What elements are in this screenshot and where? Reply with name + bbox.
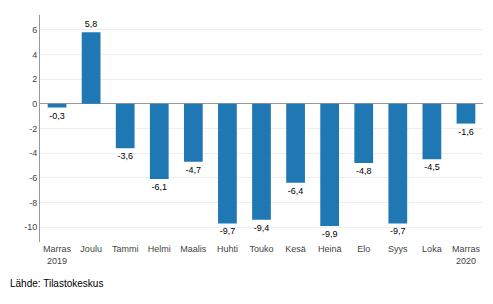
svg-text:Huhti: Huhti (217, 244, 238, 254)
svg-text:-10: -10 (24, 222, 37, 232)
svg-text:-6,4: -6,4 (288, 186, 304, 196)
svg-text:-4,5: -4,5 (424, 162, 440, 172)
svg-text:2: 2 (32, 74, 37, 84)
svg-text:-6,1: -6,1 (152, 182, 168, 192)
svg-text:-8: -8 (29, 198, 37, 208)
svg-text:Elo: Elo (357, 244, 370, 254)
svg-text:-4,8: -4,8 (356, 166, 372, 176)
svg-text:-9,7: -9,7 (220, 226, 236, 236)
svg-text:-6: -6 (29, 173, 37, 183)
svg-text:Loka: Loka (422, 244, 442, 254)
svg-text:6: 6 (32, 25, 37, 35)
svg-text:Touko: Touko (249, 244, 273, 254)
svg-text:-4: -4 (29, 148, 37, 158)
svg-text:Lähde: Tilastokeskus: Lähde: Tilastokeskus (10, 278, 103, 289)
svg-text:Marras2019: Marras2019 (43, 244, 72, 266)
svg-text:Syys: Syys (388, 244, 408, 254)
svg-text:Kesä: Kesä (285, 244, 306, 254)
svg-text:Helmi: Helmi (148, 244, 171, 254)
svg-text:-9,9: -9,9 (322, 229, 338, 239)
svg-text:-4,7: -4,7 (186, 165, 202, 175)
svg-text:Maalis: Maalis (180, 244, 207, 254)
svg-text:Joulu: Joulu (80, 244, 102, 254)
svg-text:-0,3: -0,3 (49, 111, 65, 121)
svg-text:5,8: 5,8 (85, 19, 98, 29)
svg-text:-9,4: -9,4 (254, 223, 270, 233)
svg-text:Marras2020: Marras2020 (452, 244, 481, 266)
svg-text:-1,6: -1,6 (458, 127, 474, 137)
svg-text:Heinä: Heinä (318, 244, 342, 254)
svg-text:0: 0 (32, 99, 37, 109)
svg-text:-3,6: -3,6 (117, 151, 133, 161)
svg-text:-2: -2 (29, 124, 37, 134)
svg-text:-9,7: -9,7 (390, 226, 406, 236)
svg-text:Tammi: Tammi (112, 244, 139, 254)
svg-text:4: 4 (32, 50, 37, 60)
